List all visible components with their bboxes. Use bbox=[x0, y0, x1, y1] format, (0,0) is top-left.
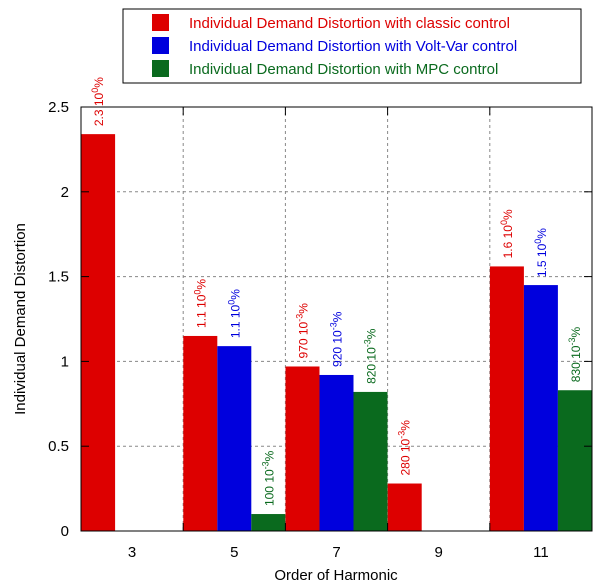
bar bbox=[251, 514, 286, 531]
data-label: 280 10-3% bbox=[397, 420, 413, 476]
data-label: 1.5 100% bbox=[533, 228, 549, 277]
bar bbox=[319, 374, 354, 531]
y-tick-label: 2.5 bbox=[48, 99, 69, 116]
x-tick-label: 9 bbox=[435, 544, 443, 561]
y-tick-label: 0.5 bbox=[48, 438, 69, 455]
legend-swatch bbox=[152, 14, 169, 31]
legend-label: Individual Demand Distortion with MPC co… bbox=[189, 61, 498, 78]
data-labels: 2.3 100% 1.1 100% 970 10-3% 280 10-3% 1.6 10… bbox=[90, 77, 583, 506]
y-tick-label: 1.5 bbox=[48, 269, 69, 286]
data-label: 830 10-3% bbox=[567, 327, 583, 383]
data-label: 1.1 100% bbox=[192, 279, 208, 328]
bar bbox=[183, 335, 218, 531]
grid-lines bbox=[81, 107, 592, 531]
y-tick-label: 1 bbox=[61, 353, 69, 370]
bar bbox=[285, 366, 320, 531]
y-axis: 0 0.5 1 1.5 2 2.5 bbox=[48, 99, 592, 540]
x-tick-label: 11 bbox=[533, 544, 549, 561]
plot-frame bbox=[80, 106, 593, 532]
bar bbox=[353, 391, 388, 531]
bars bbox=[81, 134, 592, 532]
bar bbox=[81, 134, 116, 532]
x-tick-label: 3 bbox=[128, 544, 136, 561]
data-label: 820 10-3% bbox=[363, 328, 379, 384]
legend-box bbox=[122, 8, 582, 84]
bar bbox=[523, 285, 558, 531]
data-label: 970 10-3% bbox=[295, 303, 311, 359]
y-tick-label: 0 bbox=[61, 523, 69, 540]
data-label: 100 10-3% bbox=[260, 450, 276, 506]
y-axis-label: Individual Demand Distortion bbox=[12, 223, 29, 415]
bar bbox=[557, 390, 592, 531]
data-label: 1.6 100% bbox=[499, 209, 515, 258]
y-tick-label: 2 bbox=[61, 184, 69, 201]
bar bbox=[217, 346, 252, 531]
data-label: 920 10-3% bbox=[329, 311, 345, 367]
legend-swatch bbox=[152, 60, 169, 77]
legend-swatch bbox=[152, 37, 169, 54]
x-tick-label: 5 bbox=[230, 544, 238, 561]
bar bbox=[489, 266, 524, 531]
data-label: 1.1 100% bbox=[226, 289, 242, 338]
legend: Individual Demand Distortion with classi… bbox=[122, 8, 582, 84]
x-axis: 3 5 7 9 11 bbox=[128, 107, 549, 561]
legend-label: Individual Demand Distortion with Volt-V… bbox=[189, 38, 517, 55]
x-tick-label: 7 bbox=[332, 544, 340, 561]
data-label: 2.3 100% bbox=[90, 77, 106, 126]
x-axis-label: Order of Harmonic bbox=[274, 567, 398, 584]
legend-label: Individual Demand Distortion with classi… bbox=[189, 15, 510, 32]
bar bbox=[387, 483, 422, 531]
